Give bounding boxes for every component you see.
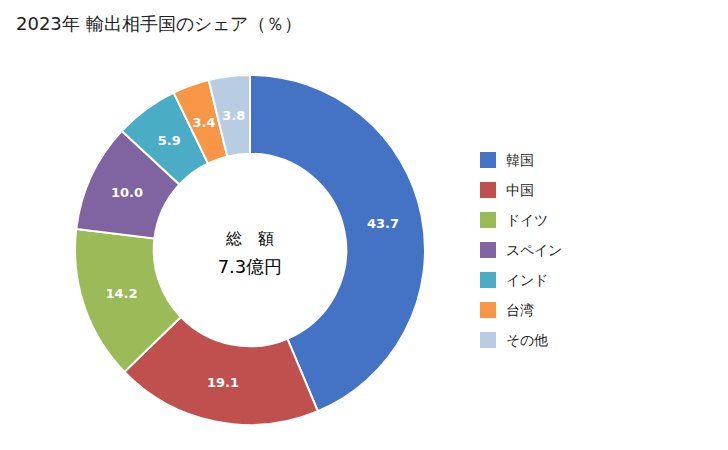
background — [0, 0, 728, 450]
legend-label: 韓国 — [506, 152, 534, 168]
data-label: 43.7 — [367, 216, 399, 231]
legend: 韓国中国ドイツスペインインド台湾その他 — [480, 152, 562, 348]
data-label: 5.9 — [158, 133, 181, 148]
center-text: 総 額 — [225, 229, 274, 248]
data-label: 10.0 — [111, 185, 143, 200]
legend-swatch — [480, 152, 496, 168]
data-label: 14.2 — [105, 286, 137, 301]
legend-label: スペイン — [506, 242, 562, 258]
title: 2023年 輸出相手国のシェア（％） — [16, 13, 302, 34]
legend-swatch — [480, 332, 496, 348]
legend-label: 中国 — [506, 182, 534, 198]
legend-label: ドイツ — [506, 212, 548, 228]
legend-swatch — [480, 272, 496, 288]
legend-swatch — [480, 212, 496, 228]
legend-swatch — [480, 302, 496, 318]
data-label: 3.4 — [193, 115, 216, 130]
chart: 2023年 輸出相手国のシェア（％） 43.7 19.1 14.2 10.0 5.9 3.4… — [0, 0, 728, 450]
legend-swatch — [480, 182, 496, 198]
legend-swatch — [480, 242, 496, 258]
legend-label: 台湾 — [506, 302, 534, 318]
legend-label: インド — [506, 272, 548, 288]
slice — [75, 229, 181, 372]
data-labels: 43.7 19.1 14.2 10.0 5.9 3.4 3.8 — [105, 108, 399, 391]
center-text: 7.3億円 — [218, 256, 283, 277]
data-label: 19.1 — [207, 375, 239, 390]
data-label: 3.8 — [222, 108, 245, 123]
slices — [75, 75, 425, 425]
legend-label: その他 — [506, 332, 548, 348]
